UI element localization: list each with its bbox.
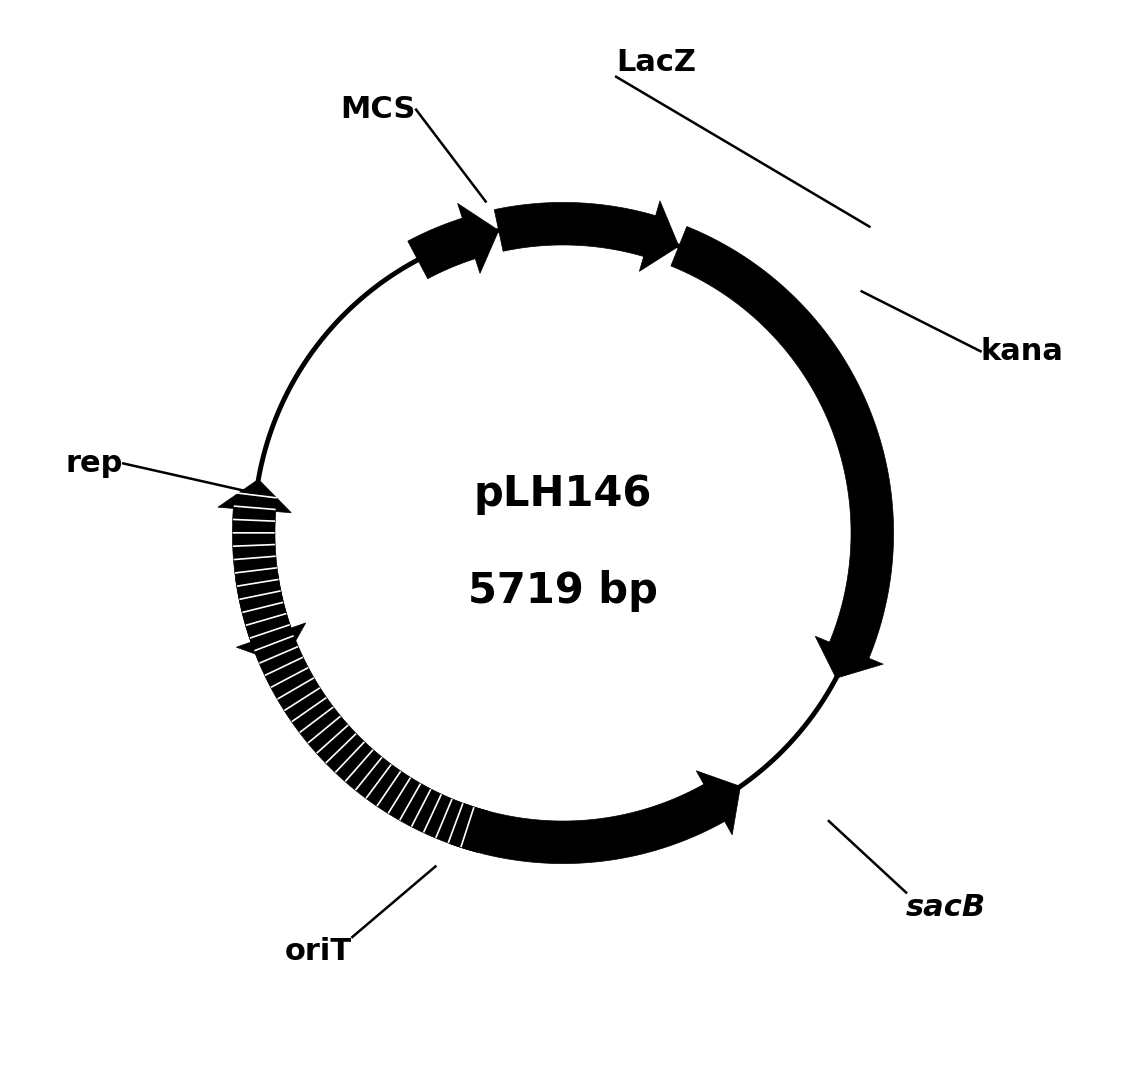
Polygon shape (235, 574, 305, 664)
Text: LacZ: LacZ (616, 48, 696, 77)
Polygon shape (408, 204, 499, 278)
Polygon shape (450, 771, 741, 863)
Polygon shape (494, 200, 679, 272)
Polygon shape (218, 480, 489, 853)
Text: sacB: sacB (906, 892, 986, 922)
Text: oriT: oriT (285, 937, 352, 966)
Polygon shape (671, 226, 894, 678)
Text: rep: rep (65, 449, 123, 478)
Text: kana: kana (981, 337, 1063, 366)
Text: MCS: MCS (341, 95, 417, 124)
Text: 5719 bp: 5719 bp (468, 570, 658, 612)
Text: pLH146: pLH146 (474, 473, 652, 515)
